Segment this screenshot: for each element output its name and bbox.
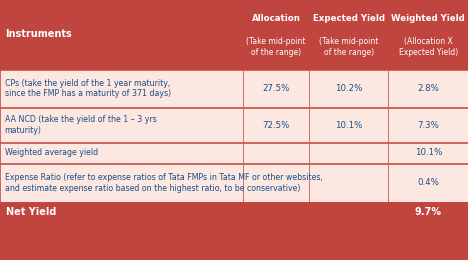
Bar — [0, 108, 243, 142]
Bar — [243, 164, 309, 202]
Text: (Allocation X
Expected Yield): (Allocation X Expected Yield) — [399, 37, 458, 57]
Text: Weighted Yield: Weighted Yield — [391, 14, 465, 23]
Text: Expense Ratio (refer to expense ratios of Tata FMPs in Tata MF or other websites: Expense Ratio (refer to expense ratios o… — [5, 173, 322, 192]
Bar — [243, 70, 309, 107]
Bar — [243, 108, 309, 142]
Bar — [388, 108, 468, 142]
Text: Weighted average yield: Weighted average yield — [5, 148, 98, 157]
Text: Net Yield: Net Yield — [6, 207, 56, 217]
Bar — [388, 164, 468, 202]
Bar — [388, 202, 468, 221]
Bar — [309, 70, 388, 107]
Bar — [243, 143, 309, 163]
Text: 72.5%: 72.5% — [263, 121, 290, 129]
Bar — [309, 108, 388, 142]
Text: Expected Yield: Expected Yield — [313, 14, 385, 23]
Text: 10.1%: 10.1% — [415, 148, 442, 157]
Bar — [388, 70, 468, 107]
Bar — [243, 0, 309, 69]
Bar — [309, 202, 388, 221]
Text: 27.5%: 27.5% — [263, 84, 290, 93]
Text: 10.2%: 10.2% — [335, 84, 362, 93]
Text: Allocation: Allocation — [252, 14, 300, 23]
Bar — [309, 143, 388, 163]
Text: 0.4%: 0.4% — [417, 178, 439, 187]
Text: (Take mid-point
of the range): (Take mid-point of the range) — [247, 37, 306, 57]
Bar — [0, 70, 243, 107]
Bar — [309, 164, 388, 202]
Bar — [0, 202, 243, 221]
Text: CPs (take the yield of the 1 year maturity,
since the FMP has a maturity of 371 : CPs (take the yield of the 1 year maturi… — [5, 79, 171, 98]
Bar — [0, 164, 243, 202]
Bar — [0, 143, 243, 163]
Bar — [243, 202, 309, 221]
Text: 2.8%: 2.8% — [417, 84, 439, 93]
Text: Instruments: Instruments — [6, 29, 73, 40]
Text: (Take mid-point
of the range): (Take mid-point of the range) — [319, 37, 378, 57]
Bar — [309, 0, 388, 69]
Text: 9.7%: 9.7% — [415, 207, 442, 217]
Text: AA NCD (take the yield of the 1 – 3 yrs
maturity): AA NCD (take the yield of the 1 – 3 yrs … — [5, 115, 156, 135]
Text: 10.1%: 10.1% — [335, 121, 362, 129]
Bar — [0, 0, 243, 69]
Bar — [388, 143, 468, 163]
Bar — [388, 0, 468, 69]
Text: 7.3%: 7.3% — [417, 121, 439, 129]
